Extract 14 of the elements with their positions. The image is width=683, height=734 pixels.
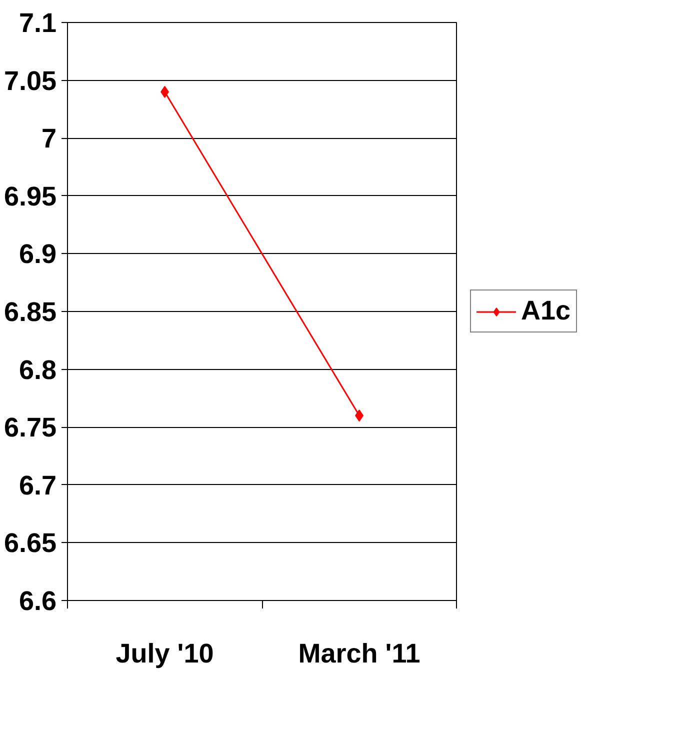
y-tick-label: 6.9	[18, 239, 57, 270]
x-tick-label: March '11	[298, 638, 420, 668]
y-tick-label: 6.75	[4, 412, 57, 443]
y-tick-label: 7	[41, 124, 57, 154]
y-tick-label: 7.1	[18, 8, 57, 38]
legend-label: A1c	[521, 296, 571, 326]
y-tick-label: 6.85	[4, 297, 57, 327]
y-tick-label: 6.6	[18, 586, 57, 616]
y-tick-label: 6.8	[18, 354, 57, 385]
y-tick-label: 6.7	[18, 470, 57, 500]
y-tick-label: 6.65	[4, 528, 57, 558]
y-tick-label: 6.95	[4, 181, 57, 212]
y-tick-label: 7.05	[4, 66, 57, 96]
x-tick-label: July '10	[116, 638, 214, 668]
